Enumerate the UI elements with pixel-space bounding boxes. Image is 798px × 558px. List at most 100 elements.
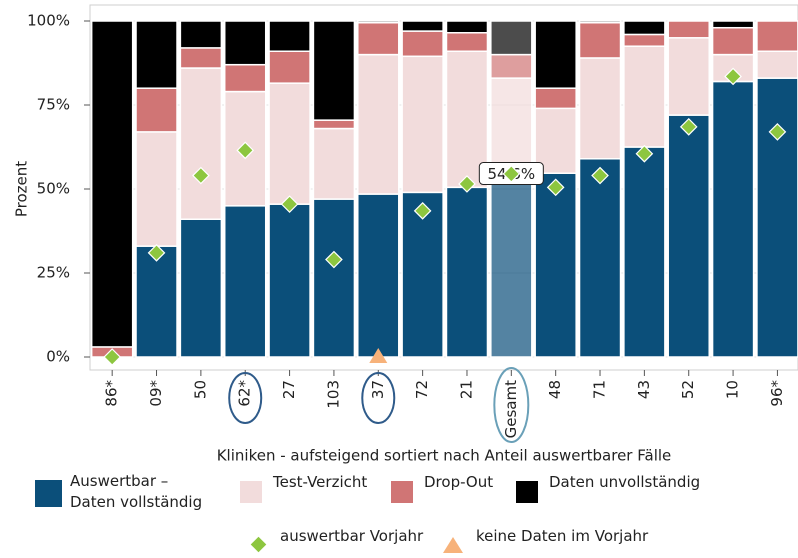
bar-segment [312,20,356,121]
bar-segment [357,53,400,195]
bar-segment [490,20,533,56]
category-highlight [361,372,396,424]
bar-segment [534,107,577,174]
x-tick-label: 09* [147,380,165,407]
bar-segment [268,20,311,52]
bar-segment [490,77,533,175]
marker-diamond [280,195,299,213]
y-tick-label: 100% [27,12,70,30]
marker-diamond [325,250,343,269]
legend-swatch [35,480,62,507]
bar-segment [179,20,223,49]
marker-diamond [458,175,476,193]
bar-segment [357,20,400,24]
bar-segment [135,20,178,89]
x-tick-label: 10 [724,380,742,399]
bar-segment [357,21,400,56]
bar-segment [268,203,311,358]
bar-segment [623,146,666,358]
x-tick-label: 86* [103,380,121,407]
bar-segment [179,218,223,358]
bar-segment [578,57,622,160]
y-tick-label: 50% [37,180,70,198]
marker-diamond [724,67,742,86]
bar-segment [445,186,489,358]
bar-segment [135,131,178,247]
bar-segment [711,20,755,29]
y-axis-label: Prozent [13,161,31,217]
legend-label: Drop-Out [424,473,494,491]
bar-segment [268,50,311,84]
y-tick-label: 25% [37,264,70,282]
marker-diamond [635,144,654,163]
x-tick-label: 72 [413,380,431,399]
bar-segment [711,26,755,56]
bar-segment [312,127,356,200]
bar-segment [445,20,489,34]
bar-segment [179,67,223,220]
x-tick-label: 50 [191,380,209,399]
bar-segment [401,55,444,194]
marker-triangle [369,348,388,363]
bar-segment [401,30,444,58]
bar-segment [534,172,577,358]
bar-segment [756,77,798,358]
legend-swatch [240,481,262,503]
x-tick-label: Gesamt [502,380,520,438]
marker-diamond [413,201,432,220]
legend-label: auswertbar Vorjahr [280,527,424,545]
bar-segment [312,198,356,358]
bar-segment [534,87,577,110]
bar-segment [312,119,356,130]
marker-diamond [147,243,166,262]
marker-diamond [546,178,565,197]
bar-segment [623,33,666,47]
marker-diamond [768,123,787,141]
bar-segment [135,87,178,133]
bar-segment [445,32,489,52]
legend-swatch [516,481,538,503]
marker-diamond [236,141,255,160]
category-highlight [228,372,263,424]
legend-swatch [391,481,413,503]
legend-label: Test-Verzicht [273,473,368,491]
x-tick-label: 52 [679,380,697,399]
bar-segment [490,172,533,358]
x-tick-label: 48 [546,380,564,399]
bar-segment [401,191,444,358]
legend-swatch [443,537,463,553]
marker-diamond [591,166,609,185]
legend-label: Daten unvollständig [549,473,701,491]
x-tick-label: 21 [457,380,475,399]
bar-segment [357,193,400,358]
y-tick-label: 75% [37,96,70,114]
bar-segment [490,53,533,79]
bar-segment [623,20,666,36]
category-highlight [493,367,530,443]
y-tick-label: 0% [46,348,70,366]
legend-label: Auswertbar – Daten vollständig [70,472,203,511]
bar-segment [179,47,223,69]
x-axis-label: Kliniken - aufsteigend sortiert nach Ant… [217,447,672,465]
bar-segment [223,205,267,358]
bar-segment [578,158,622,358]
marker-diamond [192,166,210,185]
bar-segment [756,20,798,52]
x-tick-label: 27 [280,380,298,399]
x-tick-label: 37 [369,380,387,399]
x-tick-label: 71 [591,380,609,399]
legend-label: keine Daten im Vorjahr [476,527,649,545]
x-tick-label: 43 [635,380,653,399]
bar-segment [90,20,134,348]
bar-segment [623,45,666,148]
bar-segment [711,80,755,358]
bar-segment [578,20,622,24]
bar-segment [401,20,444,32]
marker-diamond [103,348,122,366]
bar-segment [578,21,622,59]
x-tick-label: 103 [324,380,342,409]
bar-segment [135,245,178,358]
bar-segment [223,63,267,93]
